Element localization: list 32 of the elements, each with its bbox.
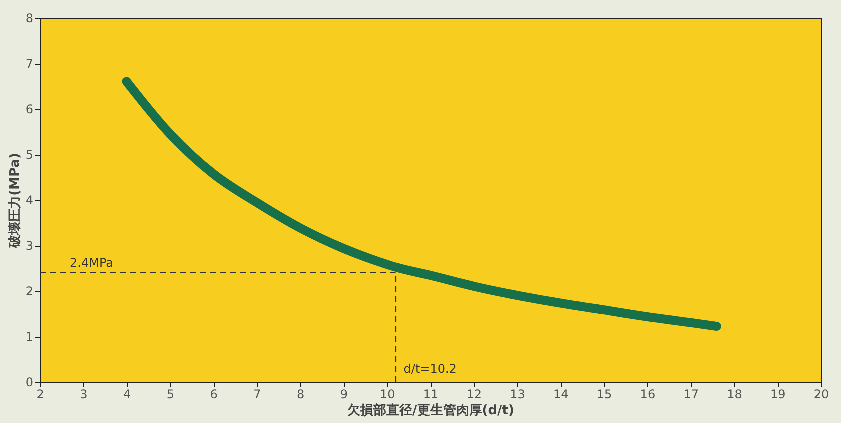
y-tick-label: 8 [26,12,34,26]
x-tick-label: 17 [684,388,699,402]
x-tick-label: 7 [254,388,262,402]
ref-line-label: d/t=10.2 [404,362,457,376]
x-tick-label: 16 [640,388,656,402]
x-tick-label: 19 [770,388,786,402]
x-tick-label: 12 [466,388,482,402]
x-tick-label: 9 [340,388,348,402]
y-tick-label: 3 [26,239,34,253]
y-tick-label: 4 [26,194,34,208]
x-tick-label: 10 [380,388,396,402]
x-tick-label: 8 [297,388,305,402]
y-tick-label: 0 [26,376,34,390]
x-tick-label: 4 [123,388,132,402]
x-tick-label: 6 [210,388,218,402]
x-tick-label: 3 [80,388,88,402]
y-tick-label: 2 [26,284,34,298]
x-tick-label: 20 [814,388,830,402]
y-tick-label: 1 [26,330,34,344]
x-axis-title: 欠損部直径/更生管肉厚(d/t) [346,402,514,418]
x-tick-label: 18 [727,388,742,402]
x-tick-label: 14 [554,388,569,402]
x-tick-label: 13 [510,388,526,402]
ref-line-label: 2.4MPa [70,256,114,270]
y-tick-label: 6 [26,102,34,116]
y-tick-label: 5 [26,148,34,162]
x-tick-label: 2 [36,388,44,402]
x-tick-label: 11 [423,388,439,402]
y-tick-label: 7 [26,57,34,71]
y-axis-title: 破壊圧力(MPa) [8,153,23,249]
x-tick-label: 15 [596,388,612,402]
x-tick-label: 5 [166,388,174,402]
